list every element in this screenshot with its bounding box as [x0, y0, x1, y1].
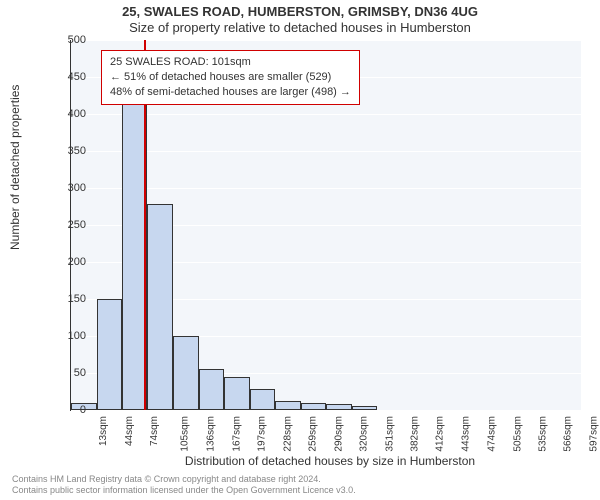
x-tick-label: 382sqm: [410, 416, 421, 452]
histogram-bar: [352, 406, 378, 410]
gridline: [71, 40, 581, 41]
histogram-bar: [199, 369, 224, 410]
x-tick-label: 566sqm: [563, 416, 574, 452]
chart-title-sub: Size of property relative to detached ho…: [0, 20, 600, 35]
x-tick-label: 136sqm: [206, 416, 217, 452]
gridline: [71, 410, 581, 411]
y-tick-label: 250: [42, 219, 86, 231]
x-axis-label: Distribution of detached houses by size …: [70, 454, 590, 468]
annotation-line-3: 48% of semi-detached houses are larger (…: [110, 85, 351, 100]
histogram-bar: [224, 377, 250, 410]
histogram-bar: [147, 204, 173, 410]
x-tick-label: 443sqm: [461, 416, 472, 452]
x-tick-label: 44sqm: [124, 416, 135, 446]
chart-title-main: 25, SWALES ROAD, HUMBERSTON, GRIMSBY, DN…: [0, 4, 600, 19]
y-tick-label: 0: [42, 404, 86, 416]
x-tick-label: 13sqm: [98, 416, 109, 446]
x-tick-label: 74sqm: [149, 416, 160, 446]
gridline: [71, 188, 581, 189]
footer-line-1: Contains HM Land Registry data © Crown c…: [12, 474, 356, 485]
y-tick-label: 500: [42, 34, 86, 46]
plot-area: 25 SWALES ROAD: 101sqm← 51% of detached …: [70, 40, 581, 411]
y-tick-label: 100: [42, 330, 86, 342]
x-tick-label: 597sqm: [589, 416, 600, 452]
x-tick-label: 167sqm: [231, 416, 242, 452]
x-tick-label: 290sqm: [334, 416, 345, 452]
histogram-chart: 25, SWALES ROAD, HUMBERSTON, GRIMSBY, DN…: [0, 0, 600, 500]
histogram-bar: [250, 389, 276, 410]
gridline: [71, 151, 581, 152]
footer-attribution: Contains HM Land Registry data © Crown c…: [12, 474, 356, 497]
x-tick-label: 474sqm: [486, 416, 497, 452]
y-tick-label: 400: [42, 108, 86, 120]
histogram-bar: [301, 403, 326, 410]
histogram-bar: [275, 401, 301, 410]
footer-line-2: Contains public sector information licen…: [12, 485, 356, 496]
annotation-line-1: 25 SWALES ROAD: 101sqm: [110, 55, 351, 70]
annotation-line-2: ← 51% of detached houses are smaller (52…: [110, 70, 351, 85]
y-axis-label: Number of detached properties: [8, 85, 22, 250]
x-tick-label: 535sqm: [537, 416, 548, 452]
y-tick-label: 200: [42, 256, 86, 268]
y-tick-label: 50: [42, 367, 86, 379]
x-tick-label: 505sqm: [512, 416, 523, 452]
y-tick-label: 300: [42, 182, 86, 194]
x-tick-label: 228sqm: [282, 416, 293, 452]
y-tick-label: 150: [42, 293, 86, 305]
histogram-bar: [173, 336, 199, 410]
annotation-box: 25 SWALES ROAD: 101sqm← 51% of detached …: [101, 50, 360, 105]
x-tick-label: 320sqm: [359, 416, 370, 452]
gridline: [71, 114, 581, 115]
x-tick-label: 105sqm: [180, 416, 191, 452]
histogram-bar: [326, 404, 352, 410]
histogram-bar: [97, 299, 122, 410]
y-tick-label: 450: [42, 71, 86, 83]
y-tick-label: 350: [42, 145, 86, 157]
x-tick-label: 412sqm: [435, 416, 446, 452]
x-tick-label: 351sqm: [384, 416, 395, 452]
x-tick-label: 197sqm: [256, 416, 267, 452]
x-tick-label: 259sqm: [308, 416, 319, 452]
